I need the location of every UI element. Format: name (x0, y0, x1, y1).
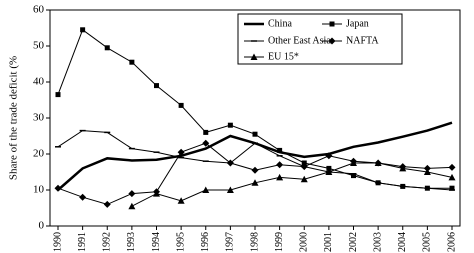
legend-box (237, 13, 403, 65)
legend-label: Other East Asia (268, 35, 331, 46)
y-tick-label: 50 (33, 40, 45, 52)
marker (399, 164, 407, 172)
marker (252, 131, 258, 137)
series-line (57, 142, 453, 205)
marker (374, 159, 382, 166)
y-tick-label: 0 (39, 220, 45, 232)
x-tick-label: 1999 (274, 232, 285, 252)
x-tick-label: 2005 (422, 232, 433, 252)
marker (276, 173, 284, 181)
legend-label: China (268, 18, 292, 29)
y-axis-label: Share of the trade deficit (% (8, 56, 20, 180)
marker (104, 45, 110, 51)
legend-label: NAFTA (346, 35, 379, 46)
y-tick-label: 10 (33, 184, 45, 196)
marker (351, 173, 356, 179)
x-tick-label: 1997 (225, 232, 236, 252)
y-tick-label: 40 (33, 76, 45, 88)
x-tick-label: 2000 (299, 232, 310, 252)
marker (423, 164, 431, 172)
marker (300, 163, 308, 171)
marker (448, 163, 456, 171)
marker (178, 102, 184, 108)
marker (203, 129, 209, 135)
x-tick-label: 1991 (77, 232, 88, 252)
x-tick-label: 1990 (52, 232, 63, 252)
x-tick-label: 1992 (102, 232, 113, 252)
marker (80, 27, 86, 33)
marker (103, 200, 111, 208)
marker (423, 168, 431, 175)
marker (250, 53, 258, 60)
legend-label: Japan (346, 18, 369, 29)
marker (227, 122, 233, 128)
x-tick-label: 1994 (151, 232, 162, 252)
marker (277, 147, 283, 153)
marker (153, 190, 160, 197)
legend-label: EU 15* (268, 51, 299, 62)
marker (128, 190, 136, 198)
marker (177, 197, 185, 204)
marker (202, 186, 210, 193)
x-tick-label: 2002 (348, 232, 359, 252)
x-tick-label: 2001 (323, 232, 334, 252)
marker (325, 168, 333, 175)
x-tick-label: 2004 (397, 232, 408, 252)
marker (79, 193, 87, 201)
marker (226, 159, 234, 167)
y-tick-label: 30 (33, 112, 45, 124)
marker (448, 173, 456, 181)
marker (301, 160, 307, 166)
marker (128, 202, 136, 210)
x-tick-label: 1998 (249, 232, 260, 252)
marker (276, 161, 284, 169)
marker (300, 175, 308, 183)
marker (226, 186, 234, 193)
marker (329, 21, 335, 27)
y-tick-label: 60 (33, 4, 45, 16)
series-line (131, 162, 453, 207)
marker (154, 83, 159, 89)
marker (177, 148, 185, 156)
marker (326, 165, 332, 171)
marker (55, 92, 61, 98)
x-tick-label: 2006 (446, 232, 457, 252)
marker (129, 59, 135, 65)
marker (251, 179, 259, 186)
marker (251, 166, 259, 174)
marker (54, 184, 62, 192)
y-tick-label: 20 (33, 148, 45, 160)
x-tick-label: 2003 (372, 232, 383, 252)
marker (328, 37, 336, 45)
x-tick-label: 1996 (200, 232, 211, 252)
marker (202, 139, 210, 147)
x-tick-label: 1993 (126, 232, 137, 252)
x-tick-label: 1995 (175, 232, 186, 252)
marker (325, 152, 333, 160)
marker (350, 159, 357, 166)
marker (449, 185, 455, 191)
